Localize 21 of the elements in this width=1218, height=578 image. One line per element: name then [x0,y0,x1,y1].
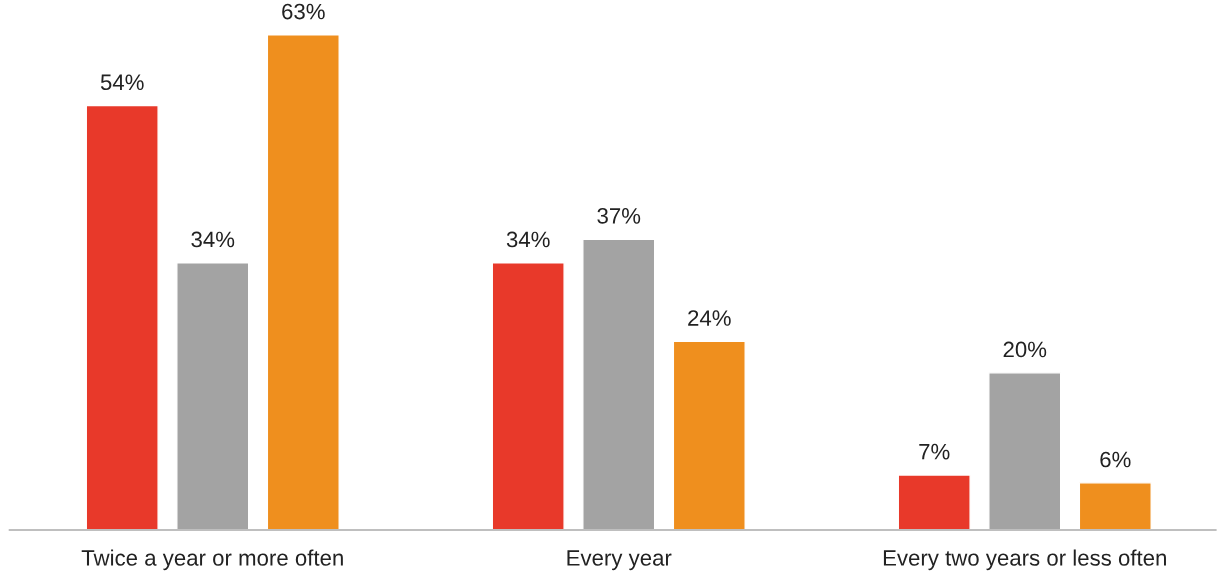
bar [897,474,971,531]
data-label: 24% [688,310,731,326]
data-label: 34% [191,231,235,248]
x-tick-label: Every two years or less often [883,549,1166,571]
data-label: 54% [100,74,144,91]
data-label: 63% [282,3,325,20]
bar [672,340,746,531]
bar [1078,482,1152,531]
bar [988,372,1062,531]
data-label: 20% [1003,341,1047,358]
bar [176,262,250,531]
data-label: 7% [919,443,950,460]
data-label: 6% [1100,451,1131,468]
bar [266,34,340,531]
bar [491,262,565,531]
bar [582,238,656,531]
bar [85,104,159,531]
data-label: 34% [506,231,550,248]
x-tick-label: Every year [567,550,672,571]
x-tick-label: Twice a year or more often [81,549,343,571]
data-label: 37% [597,207,641,224]
